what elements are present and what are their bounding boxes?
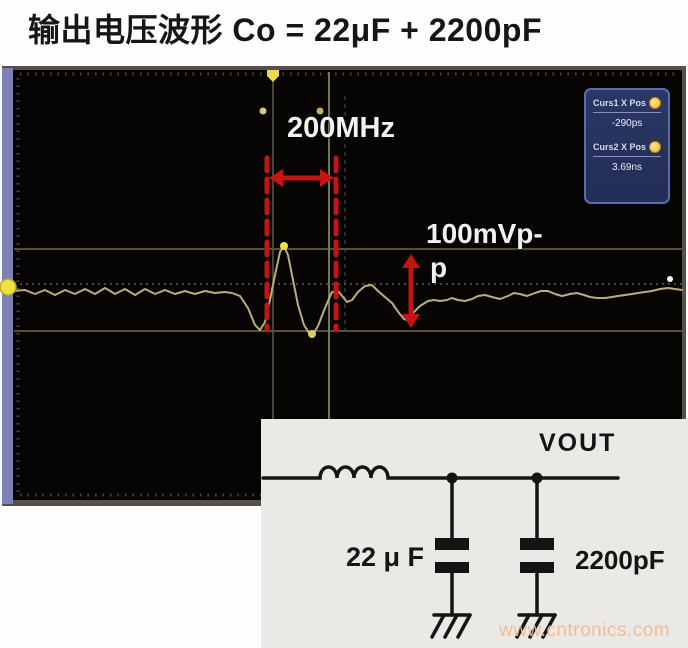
trigger-level-marker bbox=[0, 278, 17, 296]
spacer bbox=[586, 132, 668, 139]
ground-icon bbox=[430, 613, 472, 639]
junction-dot bbox=[446, 472, 458, 484]
vpp-arrow bbox=[402, 254, 420, 328]
page-title: 输出电压波形 Co = 22μF + 2200pF bbox=[28, 12, 542, 48]
cursor2-value: 3.69ns bbox=[611, 161, 643, 173]
trough-dot bbox=[308, 330, 316, 338]
cursor1-label: Curs1 X Pos bbox=[592, 98, 647, 108]
cap1-value-label: 22 μ F bbox=[346, 542, 425, 572]
cursor2-label: Curs2 X Pos bbox=[592, 142, 647, 152]
divider bbox=[593, 156, 661, 157]
waveform-trace bbox=[13, 245, 683, 335]
circuit-diagram: VOUT 22 μ F 2200pF www.cntronics.com bbox=[261, 419, 688, 648]
capacitor-plate bbox=[435, 538, 469, 550]
reference-dot bbox=[667, 276, 673, 282]
cursor-readout-panel: Curs1 X Pos -290ps Curs2 X Pos 3.69ns bbox=[584, 88, 670, 204]
divider bbox=[593, 112, 661, 113]
inductor-icon bbox=[261, 465, 620, 480]
vpp-annotation-line2: p bbox=[430, 252, 448, 283]
capacitor-plate bbox=[520, 562, 554, 573]
cursor2-label-row: Curs2 X Pos bbox=[586, 139, 668, 155]
measurement-annotations bbox=[264, 155, 420, 333]
peak-dot bbox=[280, 242, 288, 250]
vpp-annotation-line1: 100mVp- bbox=[426, 218, 543, 249]
frequency-annotation: 200MHz bbox=[287, 112, 395, 144]
cap2-value-label: 2200pF bbox=[575, 545, 665, 575]
junction-dot bbox=[531, 472, 543, 484]
cursor1-badge-icon bbox=[649, 97, 662, 109]
scope-markers bbox=[0, 70, 673, 338]
cursor2-badge-icon bbox=[649, 141, 662, 153]
watermark: www.cntronics.com bbox=[499, 620, 671, 641]
vout-label: VOUT bbox=[539, 429, 617, 457]
period-arrow bbox=[269, 169, 334, 187]
capacitor-plate bbox=[435, 562, 469, 573]
ground-icon bbox=[515, 613, 557, 639]
capacitor-plate bbox=[520, 538, 554, 550]
cursor2-dot bbox=[316, 107, 324, 115]
cursor1-dot bbox=[259, 107, 267, 115]
cursor1-value: -290ps bbox=[611, 117, 643, 129]
cursor1-label-row: Curs1 X Pos bbox=[586, 95, 668, 111]
trigger-time-marker bbox=[267, 70, 279, 82]
circuit-graphics bbox=[261, 465, 620, 639]
